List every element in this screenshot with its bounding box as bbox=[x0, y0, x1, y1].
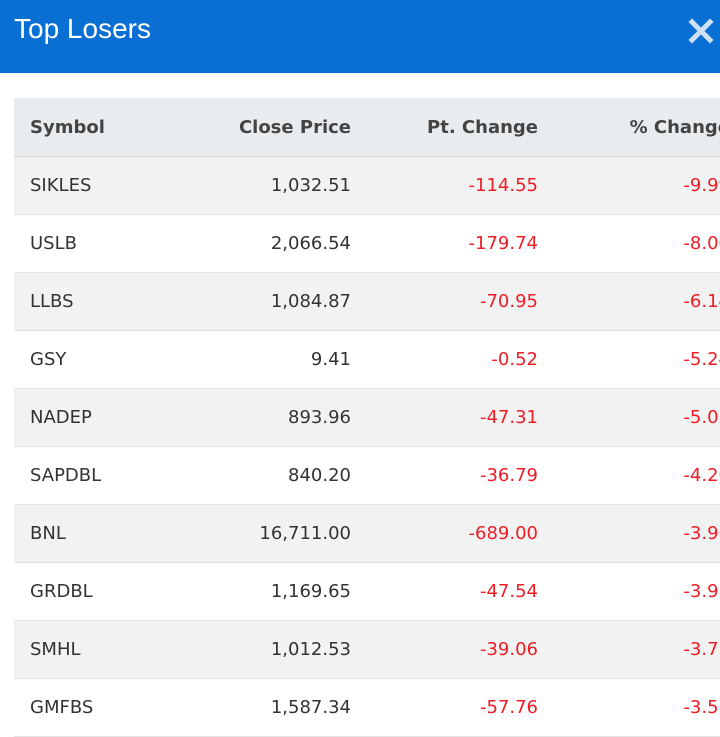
close-button[interactable] bbox=[686, 16, 716, 46]
top-losers-table-container: Symbol Close Price Pt. Change % Change S… bbox=[14, 98, 720, 737]
cell-pt-change: -47.54 bbox=[351, 562, 538, 621]
cell-pct-change: -3.71 bbox=[538, 620, 720, 679]
modal-header: Top Losers bbox=[0, 0, 720, 73]
cell-symbol[interactable]: SMHL bbox=[14, 620, 180, 679]
cell-symbol[interactable]: GSY bbox=[14, 330, 180, 389]
cell-pct-change: -3.51 bbox=[538, 678, 720, 737]
cell-close-price: 1,084.87 bbox=[180, 272, 351, 331]
cell-pct-change: -8.00 bbox=[538, 214, 720, 273]
cell-symbol[interactable]: GRDBL bbox=[14, 562, 180, 621]
cell-symbol[interactable]: SAPDBL bbox=[14, 446, 180, 505]
page-title: Top Losers bbox=[14, 13, 151, 44]
cell-pt-change: -0.52 bbox=[351, 330, 538, 389]
cell-close-price: 9.41 bbox=[180, 330, 351, 389]
cell-close-price: 840.20 bbox=[180, 446, 351, 505]
cell-close-price: 1,012.53 bbox=[180, 620, 351, 679]
cell-pct-change: -3.96 bbox=[538, 504, 720, 563]
cell-pt-change: -47.31 bbox=[351, 388, 538, 447]
cell-pt-change: -39.06 bbox=[351, 620, 538, 679]
cell-pt-change: -57.76 bbox=[351, 678, 538, 737]
cell-pt-change: -689.00 bbox=[351, 504, 538, 563]
cell-pct-change: -3.91 bbox=[538, 562, 720, 621]
table-header-row: Symbol Close Price Pt. Change % Change bbox=[14, 98, 720, 157]
cell-symbol[interactable]: SIKLES bbox=[14, 156, 180, 215]
cell-pct-change: -5.24 bbox=[538, 330, 720, 389]
cell-symbol[interactable]: NADEP bbox=[14, 388, 180, 447]
close-icon bbox=[688, 18, 714, 44]
cell-pct-change: -4.20 bbox=[538, 446, 720, 505]
cell-pt-change: -36.79 bbox=[351, 446, 538, 505]
cell-close-price: 2,066.54 bbox=[180, 214, 351, 273]
column-header-pt-change[interactable]: Pt. Change bbox=[351, 98, 538, 157]
cell-close-price: 893.96 bbox=[180, 388, 351, 447]
column-header-pct-change[interactable]: % Change bbox=[538, 98, 720, 157]
top-losers-table: Symbol Close Price Pt. Change % Change S… bbox=[14, 98, 720, 737]
cell-pct-change: -6.14 bbox=[538, 272, 720, 331]
cell-pt-change: -70.95 bbox=[351, 272, 538, 331]
cell-symbol[interactable]: BNL bbox=[14, 504, 180, 563]
column-header-symbol[interactable]: Symbol bbox=[14, 98, 180, 157]
cell-close-price: 16,711.00 bbox=[180, 504, 351, 563]
cell-close-price: 1,587.34 bbox=[180, 678, 351, 737]
cell-close-price: 1,169.65 bbox=[180, 562, 351, 621]
cell-pct-change: -5.03 bbox=[538, 388, 720, 447]
cell-symbol[interactable]: LLBS bbox=[14, 272, 180, 331]
cell-pt-change: -114.55 bbox=[351, 156, 538, 215]
cell-symbol[interactable]: USLB bbox=[14, 214, 180, 273]
cell-symbol[interactable]: GMFBS bbox=[14, 678, 180, 737]
cell-pct-change: -9.99 bbox=[538, 156, 720, 215]
column-header-close-price[interactable]: Close Price bbox=[180, 98, 351, 157]
cell-pt-change: -179.74 bbox=[351, 214, 538, 273]
cell-close-price: 1,032.51 bbox=[180, 156, 351, 215]
